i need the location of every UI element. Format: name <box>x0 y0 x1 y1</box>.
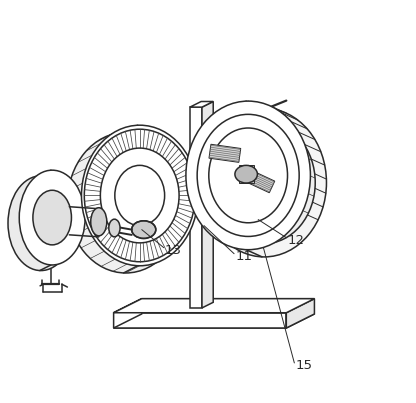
Ellipse shape <box>22 196 60 251</box>
Ellipse shape <box>67 133 184 273</box>
Ellipse shape <box>82 125 198 266</box>
Polygon shape <box>239 165 254 183</box>
Ellipse shape <box>209 128 287 223</box>
Ellipse shape <box>197 114 299 237</box>
Ellipse shape <box>86 155 165 250</box>
Polygon shape <box>114 299 314 313</box>
Ellipse shape <box>8 176 74 270</box>
Polygon shape <box>190 107 202 308</box>
Text: 15: 15 <box>295 359 312 372</box>
Ellipse shape <box>19 170 85 265</box>
Ellipse shape <box>235 165 258 183</box>
Text: 11: 11 <box>235 250 253 264</box>
Text: 12: 12 <box>287 234 305 247</box>
Ellipse shape <box>100 148 179 243</box>
Ellipse shape <box>225 135 304 230</box>
Polygon shape <box>209 144 241 162</box>
Ellipse shape <box>84 129 195 262</box>
Polygon shape <box>286 299 314 328</box>
Text: 13: 13 <box>165 244 182 257</box>
Polygon shape <box>202 102 213 308</box>
Ellipse shape <box>186 101 310 250</box>
Ellipse shape <box>213 122 315 244</box>
Polygon shape <box>246 170 275 193</box>
Ellipse shape <box>109 219 120 237</box>
Ellipse shape <box>33 190 72 245</box>
Polygon shape <box>114 313 286 328</box>
Polygon shape <box>114 299 142 328</box>
Ellipse shape <box>132 221 156 239</box>
Polygon shape <box>114 314 314 328</box>
Ellipse shape <box>115 165 165 226</box>
Ellipse shape <box>91 208 107 236</box>
Polygon shape <box>190 102 213 107</box>
Polygon shape <box>114 299 314 313</box>
Ellipse shape <box>202 108 327 257</box>
